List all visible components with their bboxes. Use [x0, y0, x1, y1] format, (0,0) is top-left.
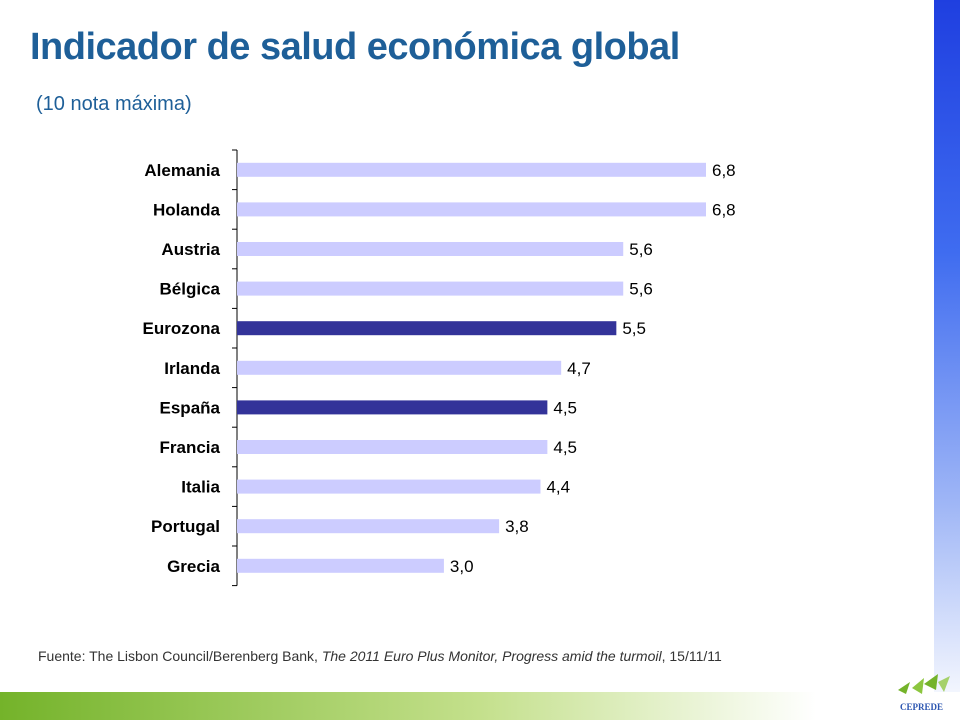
- bar-irlanda: [237, 360, 562, 375]
- bar-chart: Alemania 6,8 Holanda 6,8 Austria 5,6 Bélgica 5,…: [143, 149, 736, 587]
- category-label: Bélgica: [160, 280, 221, 299]
- category-label: Grecia: [167, 557, 220, 576]
- value-label: 5,6: [629, 280, 653, 299]
- bottom-decorative-band: [0, 692, 960, 720]
- category-label: Italia: [181, 478, 220, 497]
- category-label: Eurozona: [143, 319, 221, 338]
- category-label: España: [160, 398, 221, 417]
- value-label: 6,8: [712, 200, 736, 219]
- logo-wordmark: CEPREDE: [900, 702, 944, 712]
- bar-holanda: [237, 202, 706, 217]
- bar-eurozona: [237, 321, 617, 336]
- slide-title: Indicador de salud económica global: [30, 26, 680, 68]
- value-label: 5,6: [629, 240, 653, 259]
- bar-italia: [237, 479, 541, 494]
- category-label: Holanda: [153, 200, 221, 219]
- category-label: Francia: [160, 438, 221, 457]
- category-label: Portugal: [151, 517, 220, 536]
- footnote-publication: The 2011 Euro Plus Monitor, Progress ami…: [321, 648, 662, 664]
- value-label: 5,5: [622, 319, 646, 338]
- slide-subtitle: (10 nota máxima): [36, 93, 192, 115]
- bar-austria: [237, 242, 624, 256]
- value-label: 6,8: [712, 161, 736, 180]
- footnote-prefix: Fuente: The Lisbon Council/Berenberg Ban…: [38, 648, 322, 664]
- value-label: 4,4: [546, 478, 570, 497]
- category-label: Irlanda: [164, 359, 220, 378]
- value-label: 3,8: [505, 517, 529, 536]
- value-label: 4,5: [553, 438, 577, 457]
- category-label: Alemania: [144, 161, 220, 180]
- footnote-date: , 15/11/11: [661, 648, 722, 664]
- bar-alemania: [237, 162, 706, 177]
- right-decorative-band: [934, 0, 960, 720]
- bar-españa: [237, 400, 548, 415]
- bar-grecia: [237, 558, 444, 573]
- category-label: Austria: [161, 240, 220, 259]
- value-label: 4,5: [553, 398, 577, 417]
- bar-francia: [237, 440, 548, 454]
- bar-portugal: [237, 519, 500, 534]
- ceprede-logo: [898, 674, 950, 694]
- value-label: 4,7: [567, 359, 591, 378]
- value-label: 3,0: [450, 557, 474, 576]
- bar-bélgica: [237, 281, 624, 296]
- source-footnote: Fuente: The Lisbon Council/Berenberg Ban…: [38, 648, 722, 664]
